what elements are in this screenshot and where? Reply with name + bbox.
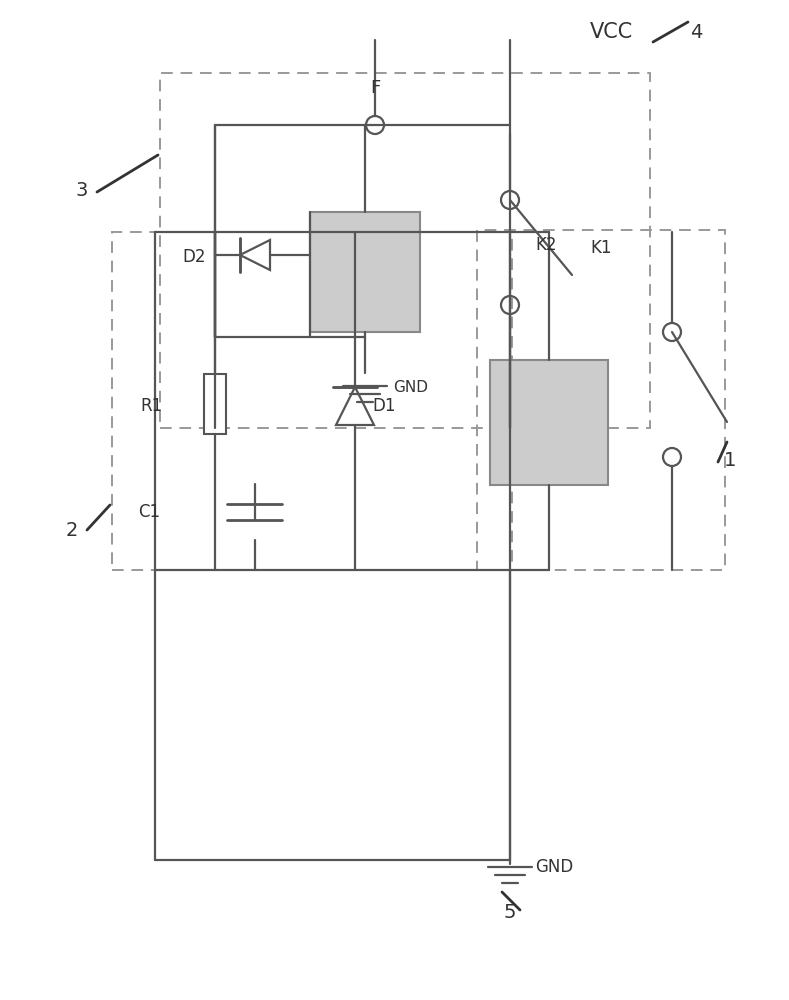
Text: R1: R1 [140,397,163,415]
Polygon shape [336,387,374,425]
Circle shape [501,296,519,314]
Text: 3: 3 [76,180,88,200]
Text: K1: K1 [590,239,611,257]
Circle shape [663,448,681,466]
Text: K2: K2 [535,236,556,254]
Bar [204,374,226,434]
Text: D2: D2 [182,248,205,266]
Text: VCC: VCC [590,22,634,42]
Text: D1: D1 [372,397,395,415]
Bar [490,360,608,485]
Bar [310,212,420,332]
Text: F: F [370,79,380,97]
Text: GND: GND [535,858,574,876]
Text: C1: C1 [138,503,160,521]
Polygon shape [240,240,270,270]
Text: 4: 4 [690,22,702,41]
Circle shape [366,116,384,134]
Text: 1: 1 [724,450,736,470]
Circle shape [663,323,681,341]
Bar [112,232,512,570]
Text: GND: GND [393,380,428,395]
Text: 5: 5 [503,902,516,922]
Bar [477,230,725,570]
Bar [160,73,650,428]
Circle shape [501,191,519,209]
Text: 2: 2 [65,520,78,540]
